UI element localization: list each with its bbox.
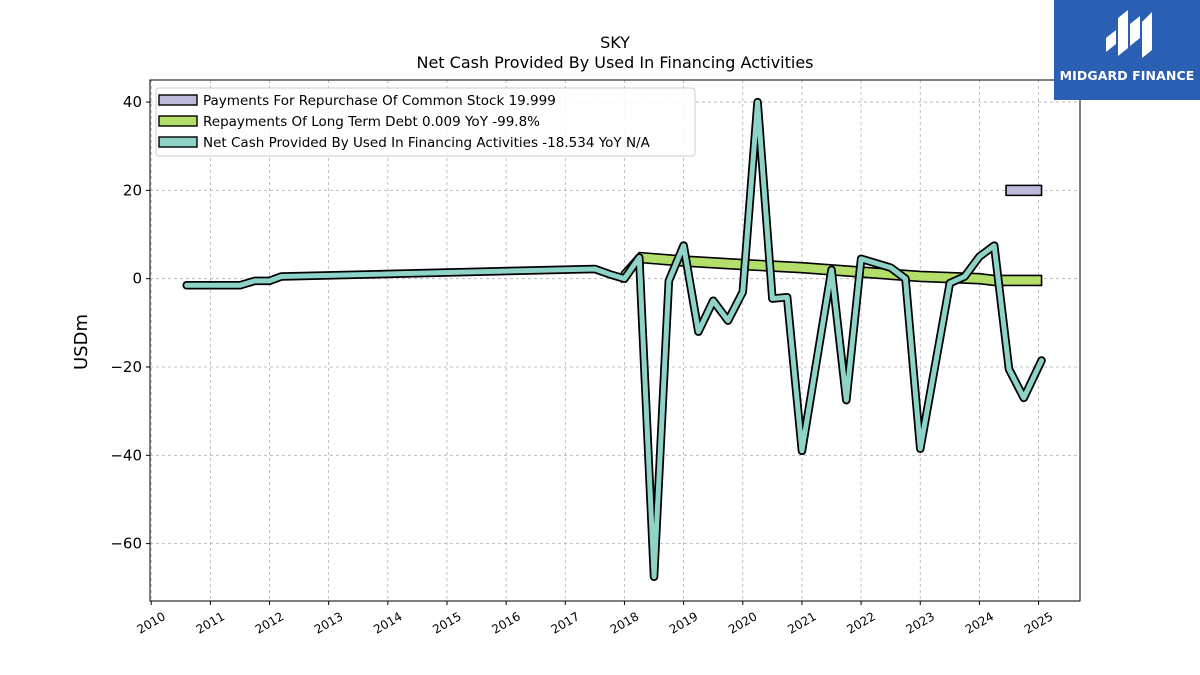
brand-logo: MIDGARD FINANCE — [1054, 0, 1200, 100]
legend: Payments For Repurchase Of Common Stock … — [155, 87, 696, 157]
x-tick-label: 2013 — [312, 609, 345, 636]
x-tick-label: 2011 — [194, 609, 227, 636]
x-tick-label: 2017 — [549, 609, 582, 636]
y-tick-label: −60 — [110, 535, 142, 553]
x-tick-label: 2012 — [253, 609, 286, 636]
y-axis-label: USDm — [71, 314, 92, 370]
chart-subtitle: Net Cash Provided By Used In Financing A… — [416, 53, 814, 72]
x-tick-label: 2025 — [1022, 609, 1055, 636]
x-tick-label: 2018 — [608, 609, 641, 636]
y-tick-label: 20 — [123, 181, 142, 199]
logo-mark-icon — [1106, 10, 1152, 58]
x-axis: 2010 2011 2012 2013 2014 2015 2016 2017 2018 2019… — [134, 601, 1055, 637]
x-tick-label: 2020 — [726, 609, 759, 636]
x-tick-label: 2023 — [904, 609, 937, 636]
series-2-line — [184, 99, 1045, 580]
legend-swatch — [158, 115, 198, 127]
y-tick-label: 0 — [132, 270, 142, 288]
plot-frame — [149, 79, 1081, 602]
y-tick-label: 40 — [123, 93, 142, 111]
x-tick-label: 2024 — [963, 609, 996, 636]
legend-box — [155, 87, 696, 157]
y-tick-label: −40 — [110, 446, 142, 464]
legend-swatch — [158, 136, 198, 148]
line-series-group — [182, 97, 1046, 581]
x-tick-label: 2015 — [430, 609, 463, 636]
series-0-band — [1005, 184, 1043, 197]
legend-label: Payments For Repurchase Of Common Stock … — [203, 93, 556, 109]
y-tick-label: −20 — [110, 358, 142, 376]
chart-title: SKY — [600, 33, 630, 52]
x-tick-label: 2021 — [785, 609, 818, 636]
logo-text: MIDGARD FINANCE — [1059, 68, 1195, 83]
x-tick-label: 2014 — [371, 609, 404, 636]
y-axis: −60 −40 −20 0 20 40 — [110, 93, 150, 553]
legend-label: Net Cash Provided By Used In Financing A… — [203, 135, 651, 151]
series-2-outline — [182, 97, 1046, 581]
x-tick-label: 2010 — [134, 609, 167, 636]
legend-label: Repayments Of Long Term Debt 0.009 YoY -… — [203, 114, 540, 130]
x-tick-label: 2019 — [667, 609, 700, 636]
x-tick-label: 2016 — [489, 609, 522, 636]
x-tick-label: 2022 — [844, 609, 877, 636]
legend-swatch — [158, 94, 198, 106]
